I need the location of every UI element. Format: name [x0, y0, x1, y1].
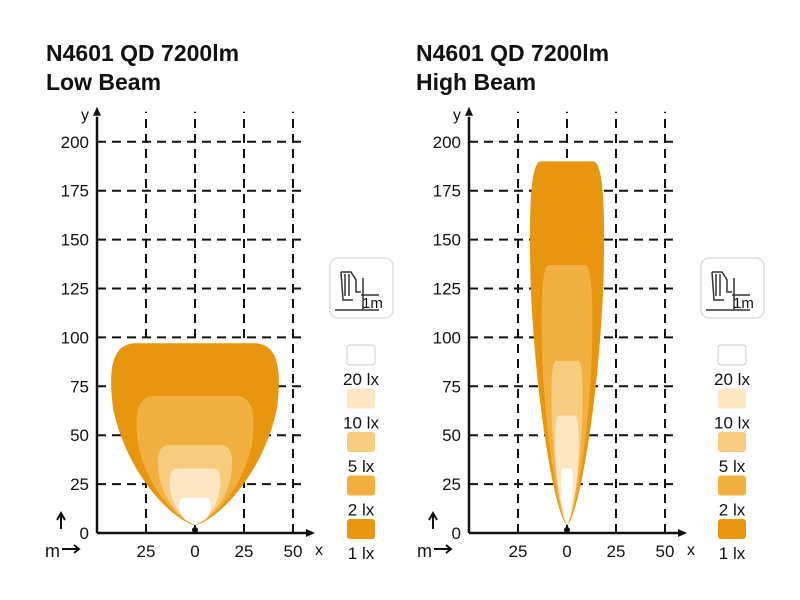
legend-swatch: [347, 475, 375, 496]
legend-label: 2 lx: [348, 501, 375, 520]
legend-label: 20 lx: [343, 370, 379, 389]
y-tick-label: 25: [70, 475, 89, 494]
mount-height-label: 1m: [362, 295, 383, 312]
arrow-right-icon: [62, 544, 81, 554]
arrow-up-icon: [428, 510, 438, 529]
y-tick-label: 0: [80, 524, 89, 543]
title-line: N4601 QD 7200lm: [46, 40, 240, 66]
chart-high-beam: y x 0 25 50 75 100 125 150 175 200 25 0 25 50 m 1m 20 lx 1…: [417, 106, 765, 563]
legend-swatch: [717, 344, 747, 366]
y-tick-label: 150: [61, 231, 89, 250]
y-tick-label: 150: [433, 231, 461, 250]
y-axis-arrow-icon: [465, 106, 473, 116]
x-tick-label: 25: [607, 542, 626, 561]
isolux-areas: [529, 161, 605, 526]
x-axis-arrow-icon: [306, 529, 315, 537]
y-tick-label: 175: [433, 182, 461, 201]
isolux-area-20lx: [561, 468, 573, 526]
y-tick-label: 200: [433, 133, 461, 152]
legend-label: 10 lx: [343, 414, 379, 433]
subtitle-line: Low Beam: [46, 69, 162, 95]
x-tick-label: 25: [509, 542, 528, 561]
y-tick-label: 50: [442, 426, 461, 445]
title-line: N4601 QD 7200lm: [416, 40, 610, 66]
y-tick-label: 125: [61, 280, 89, 299]
chart-title-low-beam: N4601 QD 7200lm Low Beam: [46, 39, 239, 97]
unit-label: m: [417, 541, 432, 561]
legend-label: 5 lx: [348, 457, 375, 476]
legend-label: 1 lx: [348, 544, 375, 563]
legend-swatch: [718, 432, 746, 452]
legend-swatch: [346, 344, 376, 366]
legend-swatch: [718, 388, 746, 409]
lamp-mount-icon: [706, 271, 750, 311]
legend-swatch: [718, 519, 746, 539]
x-tick-label: 50: [284, 542, 303, 561]
y-tick-label: 100: [61, 328, 89, 347]
y-tick-label: 25: [442, 475, 461, 494]
isolux-area-20lx: [179, 497, 211, 526]
x-tick-label: 0: [190, 542, 199, 561]
legend-label: 2 lx: [719, 501, 746, 520]
y-tick-label: 50: [70, 426, 89, 445]
lamp-mount-icon: [335, 271, 379, 311]
x-tick-label: 25: [137, 542, 156, 561]
x-tick-label: 0: [562, 542, 571, 561]
legend-swatch: [347, 519, 375, 539]
y-axis-label: y: [81, 107, 89, 124]
chart-title-high-beam: N4601 QD 7200lm High Beam: [416, 39, 609, 97]
y-axis-label: y: [453, 107, 461, 124]
x-tick-label: 25: [235, 542, 254, 561]
y-tick-label: 100: [433, 328, 461, 347]
mount-height-icon-box: [329, 257, 394, 319]
mount-height-icon-box: [700, 257, 765, 319]
legend-label: 20 lx: [714, 370, 750, 389]
legend-swatch: [718, 475, 746, 496]
y-axis-arrow-icon: [93, 106, 101, 116]
x-axis-label: x: [315, 542, 323, 559]
arrow-right-icon: [434, 544, 453, 554]
y-tick-label: 0: [452, 524, 461, 543]
legend-swatch: [347, 388, 375, 409]
lamp-position-marker: [564, 527, 570, 533]
subtitle-line: High Beam: [416, 69, 537, 95]
legend-label: 10 lx: [714, 414, 750, 433]
x-axis-arrow-icon: [678, 529, 687, 537]
y-tick-label: 175: [61, 182, 89, 201]
isolux-areas: [111, 343, 279, 526]
y-tick-label: 75: [70, 377, 89, 396]
y-tick-label: 75: [442, 377, 461, 396]
y-tick-label: 125: [433, 280, 461, 299]
x-axis-label: x: [687, 542, 695, 559]
chart-low-beam: y x 0 25 50 75 100 125 150 175 200 25 0 25 50 m 1m 20 lx 1…: [45, 106, 394, 563]
legend-label: 1 lx: [719, 544, 746, 563]
y-tick-label: 200: [61, 133, 89, 152]
lamp-position-marker: [192, 527, 198, 533]
legend-label: 5 lx: [719, 457, 746, 476]
arrow-up-icon: [56, 510, 66, 529]
x-tick-label: 50: [656, 542, 675, 561]
legend-swatch: [347, 432, 375, 452]
unit-label: m: [45, 541, 60, 561]
mount-height-label: 1m: [733, 295, 754, 312]
